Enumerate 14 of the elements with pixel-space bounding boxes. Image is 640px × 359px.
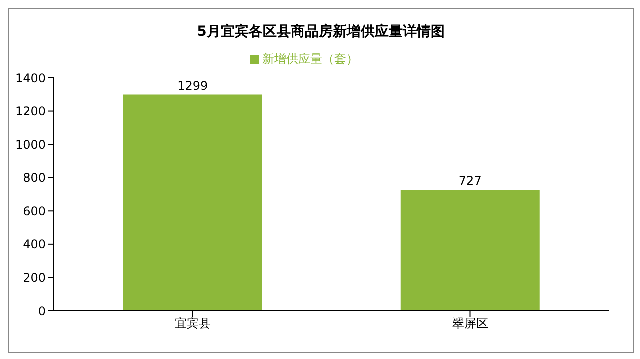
y-tick-label: 1000 (15, 138, 46, 152)
y-tick-label: 200 (23, 270, 46, 285)
y-tick-label: 800 (23, 171, 46, 186)
x-tick-label: 宜宾县 (174, 316, 211, 331)
data-label: 727 (458, 174, 482, 188)
y-tick-label: 400 (23, 238, 46, 252)
chart-title: 5月宜宾各区县商品房新增供应量详情图 (196, 23, 446, 41)
y-tick-label: 1200 (15, 104, 46, 119)
y-tick-label: 600 (23, 204, 46, 218)
y-tick-label: 0 (38, 304, 46, 318)
data-label: 1299 (178, 78, 208, 93)
y-tick-label: 1400 (15, 71, 46, 86)
legend-label: 新增供应量（套） (262, 52, 358, 66)
x-tick-label: 翠屏区 (452, 316, 488, 331)
